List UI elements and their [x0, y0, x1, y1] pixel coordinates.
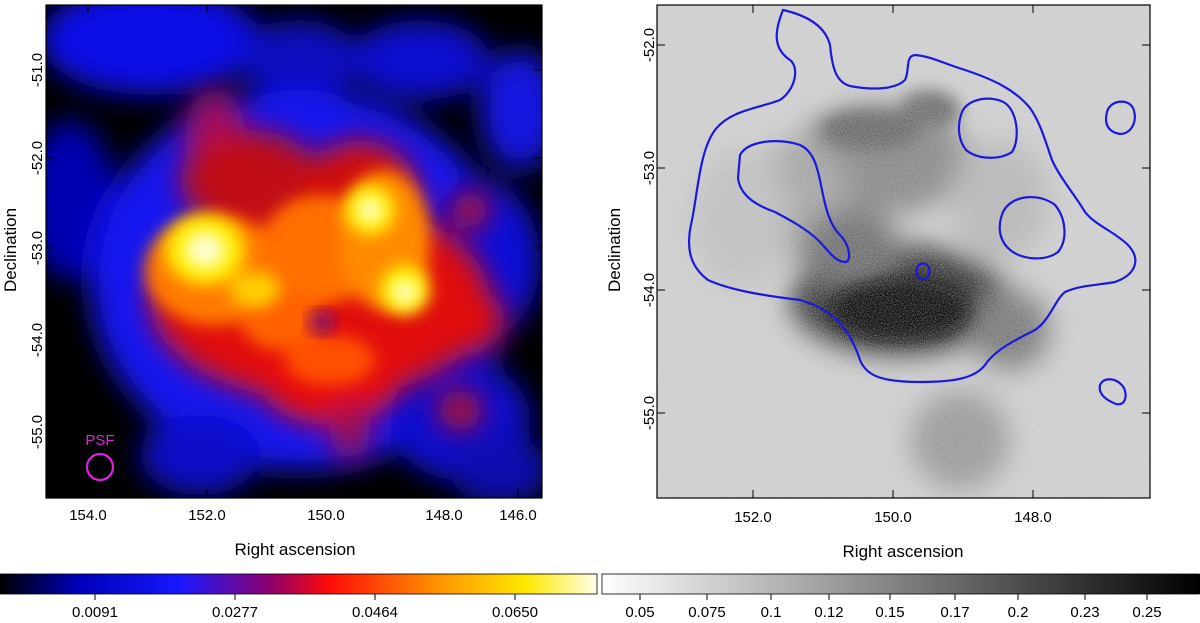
left-heatmap-image: [46, 5, 542, 498]
colorbar-right-label: 0.12: [814, 604, 843, 621]
left-y-tick-label: -51.0: [29, 53, 46, 87]
right-x-tick-label: 148.0: [1014, 509, 1052, 526]
contour-hole-right-top: [957, 97, 1018, 159]
psf-label: PSF: [85, 432, 114, 449]
left-y-tick-label: -55.0: [29, 415, 46, 449]
right-y-tick-label: -55.0: [641, 396, 658, 430]
left-y-tick-label: -54.0: [29, 323, 46, 357]
left-y-tick-label: -53.0: [29, 231, 46, 265]
colorbar-right: 0.05 0.075 0.1 0.12 0.15 0.17 0.2 0.23 0…: [601, 573, 1200, 621]
left-x-tick-label: 148.0: [425, 507, 463, 524]
left-x-tick-label: 152.0: [188, 507, 226, 524]
colorbar-right-label: 0.15: [875, 604, 904, 621]
colorbar-right-label: 0.05: [625, 604, 654, 621]
right-x-tick-label: 150.0: [874, 509, 912, 526]
contour-small-dot: [915, 262, 931, 281]
right-y-tick-label: -54.0: [641, 273, 658, 307]
colorbar-right-label: 0.2: [1008, 604, 1029, 621]
right-x-tick-marks: [752, 5, 1034, 498]
colorbar-left-label: 0.0091: [72, 604, 118, 621]
colorbar-right-gradient: [602, 574, 1200, 594]
colorbar-right-label: 0.25: [1132, 604, 1161, 621]
right-x-axis-title: Right ascension: [843, 542, 964, 561]
left-plot-frame: [45, 4, 543, 499]
contour-island-bottom-right: [1098, 378, 1127, 406]
colorbar-right-label: 0.17: [940, 604, 969, 621]
right-y-tick-label: -53.0: [641, 151, 658, 185]
left-x-tick-label: 146.0: [499, 507, 537, 524]
right-grayscale-image: [657, 5, 1150, 498]
left-x-tick-label: 154.0: [69, 507, 107, 524]
colorbar-left-label: 0.0650: [492, 604, 538, 621]
psf-circle: [85, 452, 115, 482]
colorbar-right-label: 0.1: [761, 604, 782, 621]
contour-island-top-right: [1104, 100, 1136, 136]
colorbar-left-label: 0.0464: [352, 604, 398, 621]
right-plot-frame: [656, 4, 1151, 499]
left-panel: PSF 154.0 152.0 150.0 148.0 146.0 Right …: [1, 4, 543, 559]
right-x-tick-label: 152.0: [734, 509, 772, 526]
left-y-tick-label: -52.0: [29, 141, 46, 175]
right-contours: [687, 8, 1137, 406]
left-x-tick-label: 150.0: [307, 507, 345, 524]
colorbar-right-label: 0.23: [1070, 604, 1099, 621]
colorbar-right-label: 0.075: [688, 604, 726, 621]
left-x-axis-title: Right ascension: [235, 540, 356, 559]
left-y-axis-title: Declination: [1, 208, 20, 292]
contour-hole-left: [736, 140, 851, 264]
right-panel: 152.0 150.0 148.0 Right ascension -52.0 …: [605, 4, 1151, 561]
right-y-axis-title: Declination: [605, 208, 624, 292]
right-y-tick-label: -52.0: [641, 28, 658, 62]
colorbar-left-gradient: [0, 574, 597, 594]
colorbar-left: 0.0091 0.0277 0.0464 0.0650: [0, 573, 598, 621]
left-x-tick-marks: [87, 5, 519, 498]
contour-outer: [687, 8, 1137, 384]
left-y-tick-marks: [46, 69, 542, 433]
colorbar-left-label: 0.0277: [212, 604, 258, 621]
right-y-tick-marks: [657, 44, 1150, 414]
contour-hole-right-mid: [998, 195, 1066, 260]
